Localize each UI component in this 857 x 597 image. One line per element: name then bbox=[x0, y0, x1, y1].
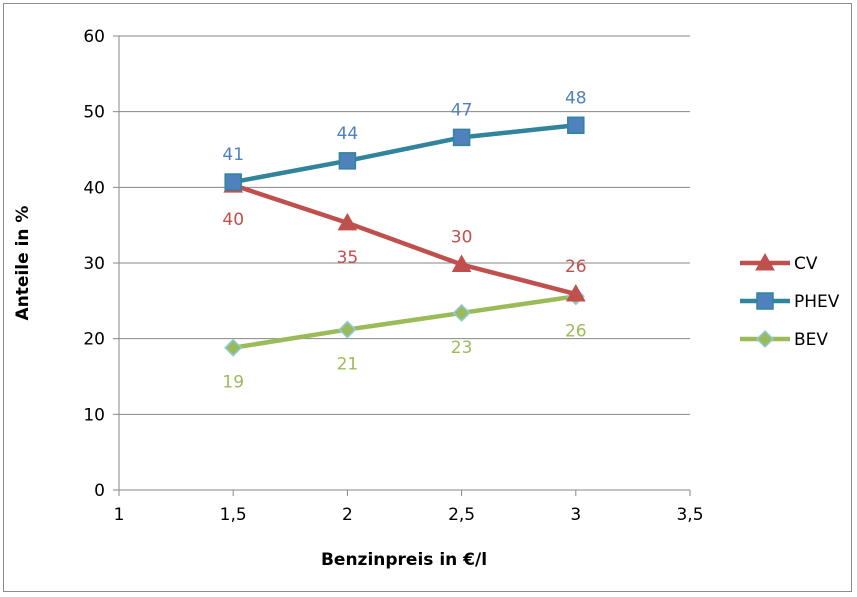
data-label-cv: 26 bbox=[565, 257, 587, 277]
legend-marker-phev bbox=[756, 292, 774, 310]
y-tick-label: 20 bbox=[83, 330, 105, 350]
legend-label-bev: BEV bbox=[794, 330, 828, 350]
series-line-cv bbox=[232, 182, 577, 297]
series-line-phev bbox=[232, 123, 577, 185]
legend: CV PHEV BEV bbox=[740, 252, 840, 350]
x-axis-title: Benzinpreis in €/l bbox=[321, 550, 487, 570]
data-point-bev bbox=[338, 320, 357, 339]
data-label-phev: 44 bbox=[337, 124, 359, 144]
data-point-cv bbox=[337, 212, 358, 231]
gridlines bbox=[119, 35, 690, 415]
data-point-cv bbox=[565, 284, 586, 302]
y-tick-label: 40 bbox=[83, 178, 105, 198]
data-label-phev: 48 bbox=[565, 88, 587, 108]
series-layer bbox=[223, 116, 586, 357]
x-tick-label: 3 bbox=[570, 505, 581, 525]
data-point-bev bbox=[452, 303, 471, 323]
x-tick-label: 3,5 bbox=[676, 505, 703, 525]
data-label-phev: 41 bbox=[222, 145, 244, 165]
tick-labels: 0 10 20 30 40 50 60 1 1,5 2 2,5 3 3,5 bbox=[83, 27, 703, 525]
data-label-bev: 21 bbox=[337, 355, 359, 375]
data-label-cv: 30 bbox=[451, 228, 473, 248]
x-tick-label: 2 bbox=[342, 505, 353, 525]
data-label-bev: 26 bbox=[565, 321, 587, 341]
data-point-phev bbox=[567, 116, 585, 135]
data-point-cv bbox=[451, 254, 472, 273]
y-tick-label: 30 bbox=[83, 254, 105, 274]
data-label-cv: 35 bbox=[337, 248, 359, 268]
y-tick-label: 0 bbox=[94, 481, 105, 501]
data-label-phev: 47 bbox=[451, 100, 473, 120]
data-label-bev: 23 bbox=[451, 338, 473, 358]
y-tick-label: 50 bbox=[83, 103, 105, 123]
data-label-bev: 19 bbox=[222, 373, 244, 393]
legend-label-cv: CV bbox=[794, 254, 818, 274]
legend-marker-cv bbox=[755, 252, 775, 271]
axes bbox=[113, 35, 691, 496]
x-tick-label: 1,5 bbox=[220, 505, 247, 525]
y-tick-label: 60 bbox=[83, 27, 105, 47]
y-axis-title: Anteile in % bbox=[13, 206, 33, 321]
data-labels: 19 21 23 26 40 35 30 26 41 44 47 48 bbox=[222, 88, 586, 392]
data-point-phev bbox=[338, 152, 357, 170]
legend-label-phev: PHEV bbox=[794, 292, 840, 312]
chart-frame bbox=[3, 3, 852, 592]
legend-marker-bev bbox=[755, 329, 775, 349]
data-point-phev bbox=[224, 173, 242, 191]
data-point-bev bbox=[224, 338, 243, 357]
data-point-phev bbox=[452, 128, 471, 147]
series-line-bev bbox=[232, 294, 577, 350]
x-tick-label: 1 bbox=[114, 505, 125, 525]
data-label-cv: 40 bbox=[222, 210, 244, 230]
x-tick-label: 2,5 bbox=[448, 505, 475, 525]
y-tick-label: 10 bbox=[83, 405, 105, 425]
